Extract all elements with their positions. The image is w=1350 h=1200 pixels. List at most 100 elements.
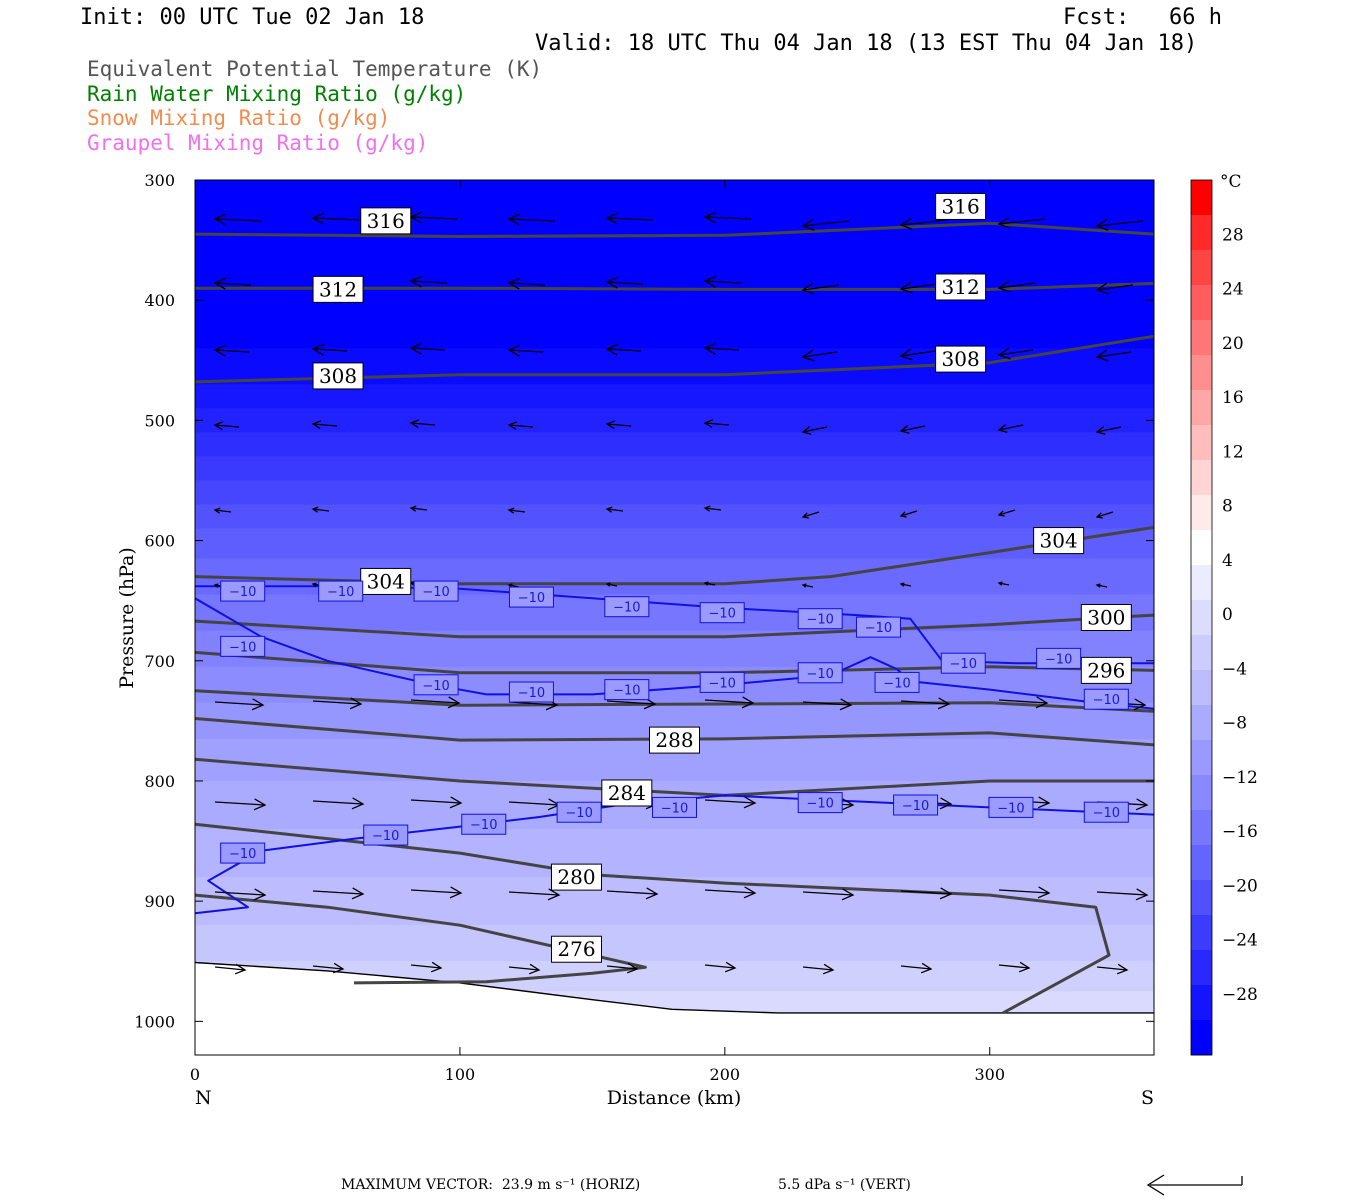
colorbar-label: 24 <box>1222 280 1244 300</box>
isotherm-label-box <box>604 679 650 701</box>
colorbar-swatch <box>1191 355 1212 391</box>
colorbar-unit: °C <box>1220 172 1242 192</box>
colorbar: 28 24 20 16 12 8 4 0 −4 −8 −12 −16 −20 −24 −28 <box>1190 179 1258 1056</box>
isotherm-label: −10 <box>229 847 256 862</box>
isotherm-label-box <box>1083 801 1129 823</box>
colorbar-label: 8 <box>1222 497 1233 517</box>
theta-e-label-box <box>935 192 987 220</box>
wind-vector <box>312 887 365 900</box>
colorbar-label: −4 <box>1222 659 1247 679</box>
isotherm-label-box <box>556 801 602 823</box>
x-tick-label: 0 <box>190 1065 200 1084</box>
wind-vector <box>312 962 345 974</box>
wind-vector <box>1095 349 1132 362</box>
isotherm-label-box <box>855 616 901 638</box>
colorbar-swatch <box>1191 390 1212 426</box>
isotherm-label-box <box>508 586 554 608</box>
isotherm-label: −10 <box>806 613 833 628</box>
isotherm-label-box <box>699 602 745 624</box>
wind-vector <box>703 211 752 224</box>
wind-vector <box>1096 888 1149 901</box>
theta-e-line <box>195 893 647 985</box>
wind-vector <box>899 281 938 294</box>
wind-vector <box>704 961 737 973</box>
isotherm-label-box <box>604 596 650 618</box>
theta-e-line <box>195 221 1154 238</box>
colorbar-label: 12 <box>1222 442 1244 462</box>
wind-vector <box>899 348 936 361</box>
terrain-mask <box>195 961 1154 1055</box>
theta-e-label: 308 <box>319 364 357 388</box>
isotherm-label: −10 <box>422 679 449 694</box>
colorbar-label: −8 <box>1222 714 1247 734</box>
wind-vector <box>605 420 632 429</box>
x-tick-label: 200 <box>710 1065 741 1084</box>
theta-e-label: 316 <box>367 209 405 233</box>
theta-e-line <box>195 281 1154 291</box>
wind-vector <box>997 509 1016 517</box>
isotherm-label: −10 <box>518 686 545 701</box>
colorbar-swatch <box>1191 810 1212 846</box>
theta-e-label: 308 <box>942 347 980 371</box>
temperature-band <box>195 408 1154 433</box>
colorbar-label: 4 <box>1222 551 1233 571</box>
wind-vector <box>410 796 463 809</box>
theta-e-label-box <box>1080 656 1132 684</box>
isotherm-label: −10 <box>327 585 354 600</box>
wind-vector <box>213 507 232 514</box>
wind-vector <box>213 421 240 430</box>
colorbar-swatch <box>1191 250 1212 286</box>
colorbar-frame <box>1190 179 1213 1056</box>
isotherm-label-box <box>893 794 939 816</box>
temperature-band <box>195 480 1154 506</box>
wind-vector <box>605 343 642 356</box>
wind-vector <box>606 962 639 974</box>
y-tick-label: 500 <box>144 411 175 430</box>
theta-e-label: 312 <box>319 277 357 301</box>
isotherm-label: −10 <box>997 801 1024 816</box>
theta-e-label: 300 <box>1087 606 1125 630</box>
theta-e-label-box <box>1033 527 1085 555</box>
isotherm-label-box <box>413 674 459 696</box>
isotherm-label-box <box>220 842 266 864</box>
colorbar-label: 28 <box>1222 225 1244 245</box>
colorbar-swatch <box>1191 600 1212 636</box>
isotherm-label-box <box>699 671 745 693</box>
wind-vector <box>409 275 448 288</box>
isotherm-label-box <box>461 813 507 835</box>
theta-e-label: 288 <box>655 728 693 752</box>
theta-e-label-box <box>935 345 987 373</box>
isotherm-label: −10 <box>613 601 640 616</box>
isotherm-label: −10 <box>661 801 688 816</box>
wind-vector <box>410 886 463 899</box>
wind-vector <box>801 282 840 295</box>
y-tick-label: 900 <box>144 892 175 911</box>
wind-vector <box>997 280 1036 293</box>
wind-vector <box>410 696 461 709</box>
wind-vector <box>606 887 659 900</box>
terrain-fill <box>195 962 1154 1055</box>
isotherm-label: −10 <box>806 667 833 682</box>
theta-e-line <box>195 822 1111 1015</box>
wind-vector <box>801 511 820 519</box>
colorbar-swatch <box>1191 530 1212 566</box>
wind-vector <box>214 888 267 901</box>
contour-labels: 316 316 312 312 308 308 304 304 300 296 288 284 280 2… <box>220 192 1132 963</box>
wind-vector <box>311 420 338 429</box>
isotherm-line <box>195 597 1154 710</box>
theta-e-label-box <box>360 567 412 595</box>
isotherm-label: −10 <box>372 829 399 844</box>
wind-vector <box>214 698 265 711</box>
theta-e-label: 304 <box>1040 529 1078 553</box>
theta-e-label-box <box>360 207 412 235</box>
wind-vector <box>704 696 755 709</box>
wind-vector <box>507 277 546 290</box>
wind-vector <box>605 506 624 513</box>
isotherm-label-box <box>318 580 364 602</box>
wind-vector <box>1095 511 1114 519</box>
forecast-hour-label: Fcst: 66 h <box>1063 5 1222 30</box>
theta-e-label: 316 <box>942 194 980 218</box>
wind-vector <box>214 963 247 975</box>
y-tick-label: 700 <box>144 652 175 671</box>
